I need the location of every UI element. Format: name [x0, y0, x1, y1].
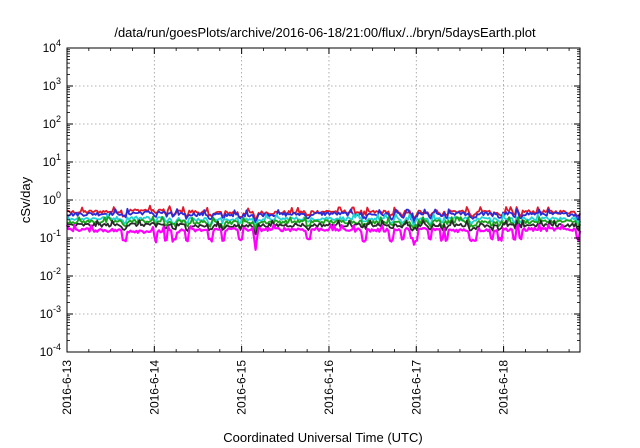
x-tick-label: 2016-6-16 [322, 360, 336, 415]
grid [67, 48, 580, 352]
chart-title: /data/run/goesPlots/archive/2016-06-18/2… [114, 25, 536, 40]
y-tick-label: 10-1 [40, 228, 61, 245]
series-line [65, 223, 582, 251]
series-line [66, 207, 581, 224]
series-group [65, 204, 582, 251]
y-tick-label: 10-2 [40, 266, 61, 283]
x-tick-labels: 2016-6-13 2016-6-14 2016-6-15 2016-6-16 2016… [60, 360, 511, 415]
x-tick-label: 2016-6-14 [147, 360, 161, 415]
x-tick-label: 2016-6-15 [235, 360, 249, 415]
y-tick-label: 100 [43, 190, 61, 207]
y-tick-label: 101 [43, 152, 61, 169]
y-axis-label: cSv/day [18, 176, 33, 223]
y-tick-label: 103 [43, 76, 61, 93]
y-tick-label: 104 [43, 38, 61, 55]
x-tick-label: 2016-6-18 [497, 360, 511, 415]
y-tick-labels: 10-4 10-3 10-2 10-1 100 101 102 103 104 [40, 38, 61, 359]
x-tick-label: 2016-6-13 [60, 360, 74, 415]
x-axis-label: Coordinated Universal Time (UTC) [223, 430, 422, 445]
ticks [66, 47, 580, 353]
y-tick-label: 102 [43, 114, 61, 131]
y-tick-label: 10-3 [40, 304, 61, 321]
series-line [66, 219, 581, 236]
y-tick-label: 10-4 [40, 342, 61, 359]
series-line [66, 215, 581, 232]
x-tick-label: 2016-6-17 [409, 360, 423, 415]
